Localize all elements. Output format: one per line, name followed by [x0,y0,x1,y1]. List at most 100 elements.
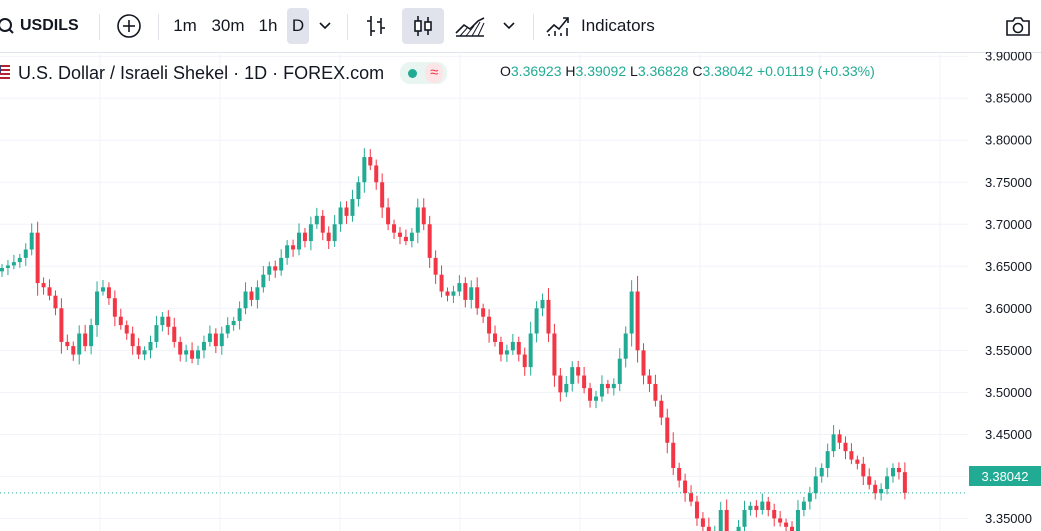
candle [154,325,159,342]
last-price-tag: 3.38042 [969,466,1041,486]
candle [213,333,218,347]
candle [302,232,307,242]
candle [273,266,278,271]
candle [647,375,652,384]
candle [469,287,474,300]
candle [570,367,575,384]
candle [481,308,486,317]
interval-1h-button[interactable]: 1h [258,16,278,35]
area-chart-icon [455,17,485,37]
candle [243,291,248,309]
candle [71,346,76,355]
candle [166,316,171,327]
candle [261,274,266,288]
candle [59,308,64,342]
separator [158,14,159,40]
low-value: 3.36828 [637,63,689,79]
interval-30m-button[interactable]: 30m [211,16,245,35]
candle [498,341,503,355]
candle [694,501,699,519]
search-icon [0,18,14,34]
candle [237,308,242,321]
candle [314,215,319,225]
low-label: L [630,63,638,79]
candlestick-icon [414,16,432,36]
candle [397,232,402,237]
candle [801,501,806,510]
candle [564,383,569,393]
candle [487,316,492,334]
candle [130,333,135,347]
indicators-icon [546,17,569,36]
candle [861,463,866,477]
candle [190,350,195,359]
candle [338,207,343,225]
candle [392,224,397,233]
close-label: C [692,63,703,79]
symbol-search[interactable]: USDILS [0,8,100,44]
candle [819,467,824,477]
candle [196,350,201,359]
ohlc-values: O3.36923 H3.39092 L3.36828 C3.38042 +0.0… [500,63,875,79]
market-status-badge[interactable]: ≈ [400,62,448,84]
wave-icon: ≈ [425,63,444,83]
candle [463,283,468,300]
candle [439,274,444,292]
candle [178,341,183,355]
interval-dropdown[interactable] [312,8,338,44]
chart-style-dropdown[interactable] [496,8,522,44]
candle [778,518,783,523]
candle [891,467,895,477]
symbol-name: USDILS [20,17,79,34]
candle [629,291,634,334]
candle [641,350,646,376]
candle [623,333,628,359]
screenshot-button[interactable] [1000,8,1036,44]
candle [552,333,557,376]
candle [297,232,301,250]
candle [588,388,593,401]
y-axis-tick-label: 3.80000 [985,133,1032,148]
candle [807,493,812,502]
candle [825,451,830,468]
candle [885,476,890,489]
candle [617,358,622,384]
candle [17,257,22,263]
indicators-button[interactable]: Indicators [545,8,665,44]
candle [522,354,527,368]
bars-style-button[interactable] [357,8,395,44]
candle [582,375,587,389]
legend-title[interactable]: U.S. Dollar / Israeli Shekel · 1D · FORE… [18,62,385,83]
candle [5,265,10,268]
close-value: 3.38042 [702,63,754,79]
y-axis-tick-label: 3.35000 [985,511,1032,526]
candle [706,526,711,531]
candle [118,316,123,326]
candle [700,518,705,527]
candle [403,236,408,242]
interval-1m-button[interactable]: 1m [173,16,197,35]
candle [546,299,551,334]
change-value: +0.01119 (+0.33%) [756,63,875,79]
candle [718,509,723,531]
interval-d-button[interactable]: D [287,8,309,44]
candle [29,232,34,250]
candle [35,232,40,284]
y-axis-tick-label: 3.90000 [985,52,1032,64]
candle [326,232,331,242]
area-style-button[interactable] [450,8,490,44]
candle [659,400,664,418]
candle [558,375,563,393]
candle [451,291,456,296]
chart-legend: U.S. Dollar / Israeli Shekel · 1D · FORE… [0,60,448,86]
bar-chart-icon [367,16,385,36]
candle [95,291,100,326]
candlestick-chart[interactable]: 3.90000 3.85000 3.80000 3.75000 3.70000 3.650… [0,52,1041,531]
y-axis-tick-label: 3.50000 [985,385,1032,400]
candle [47,287,52,296]
candle [344,207,349,216]
candles-style-button[interactable] [402,8,444,44]
compare-symbol-button[interactable] [112,8,146,44]
chart-area[interactable]: 3.90000 3.85000 3.80000 3.75000 3.70000 3.650… [0,52,1041,531]
y-axis-tick-label: 3.75000 [985,175,1032,190]
